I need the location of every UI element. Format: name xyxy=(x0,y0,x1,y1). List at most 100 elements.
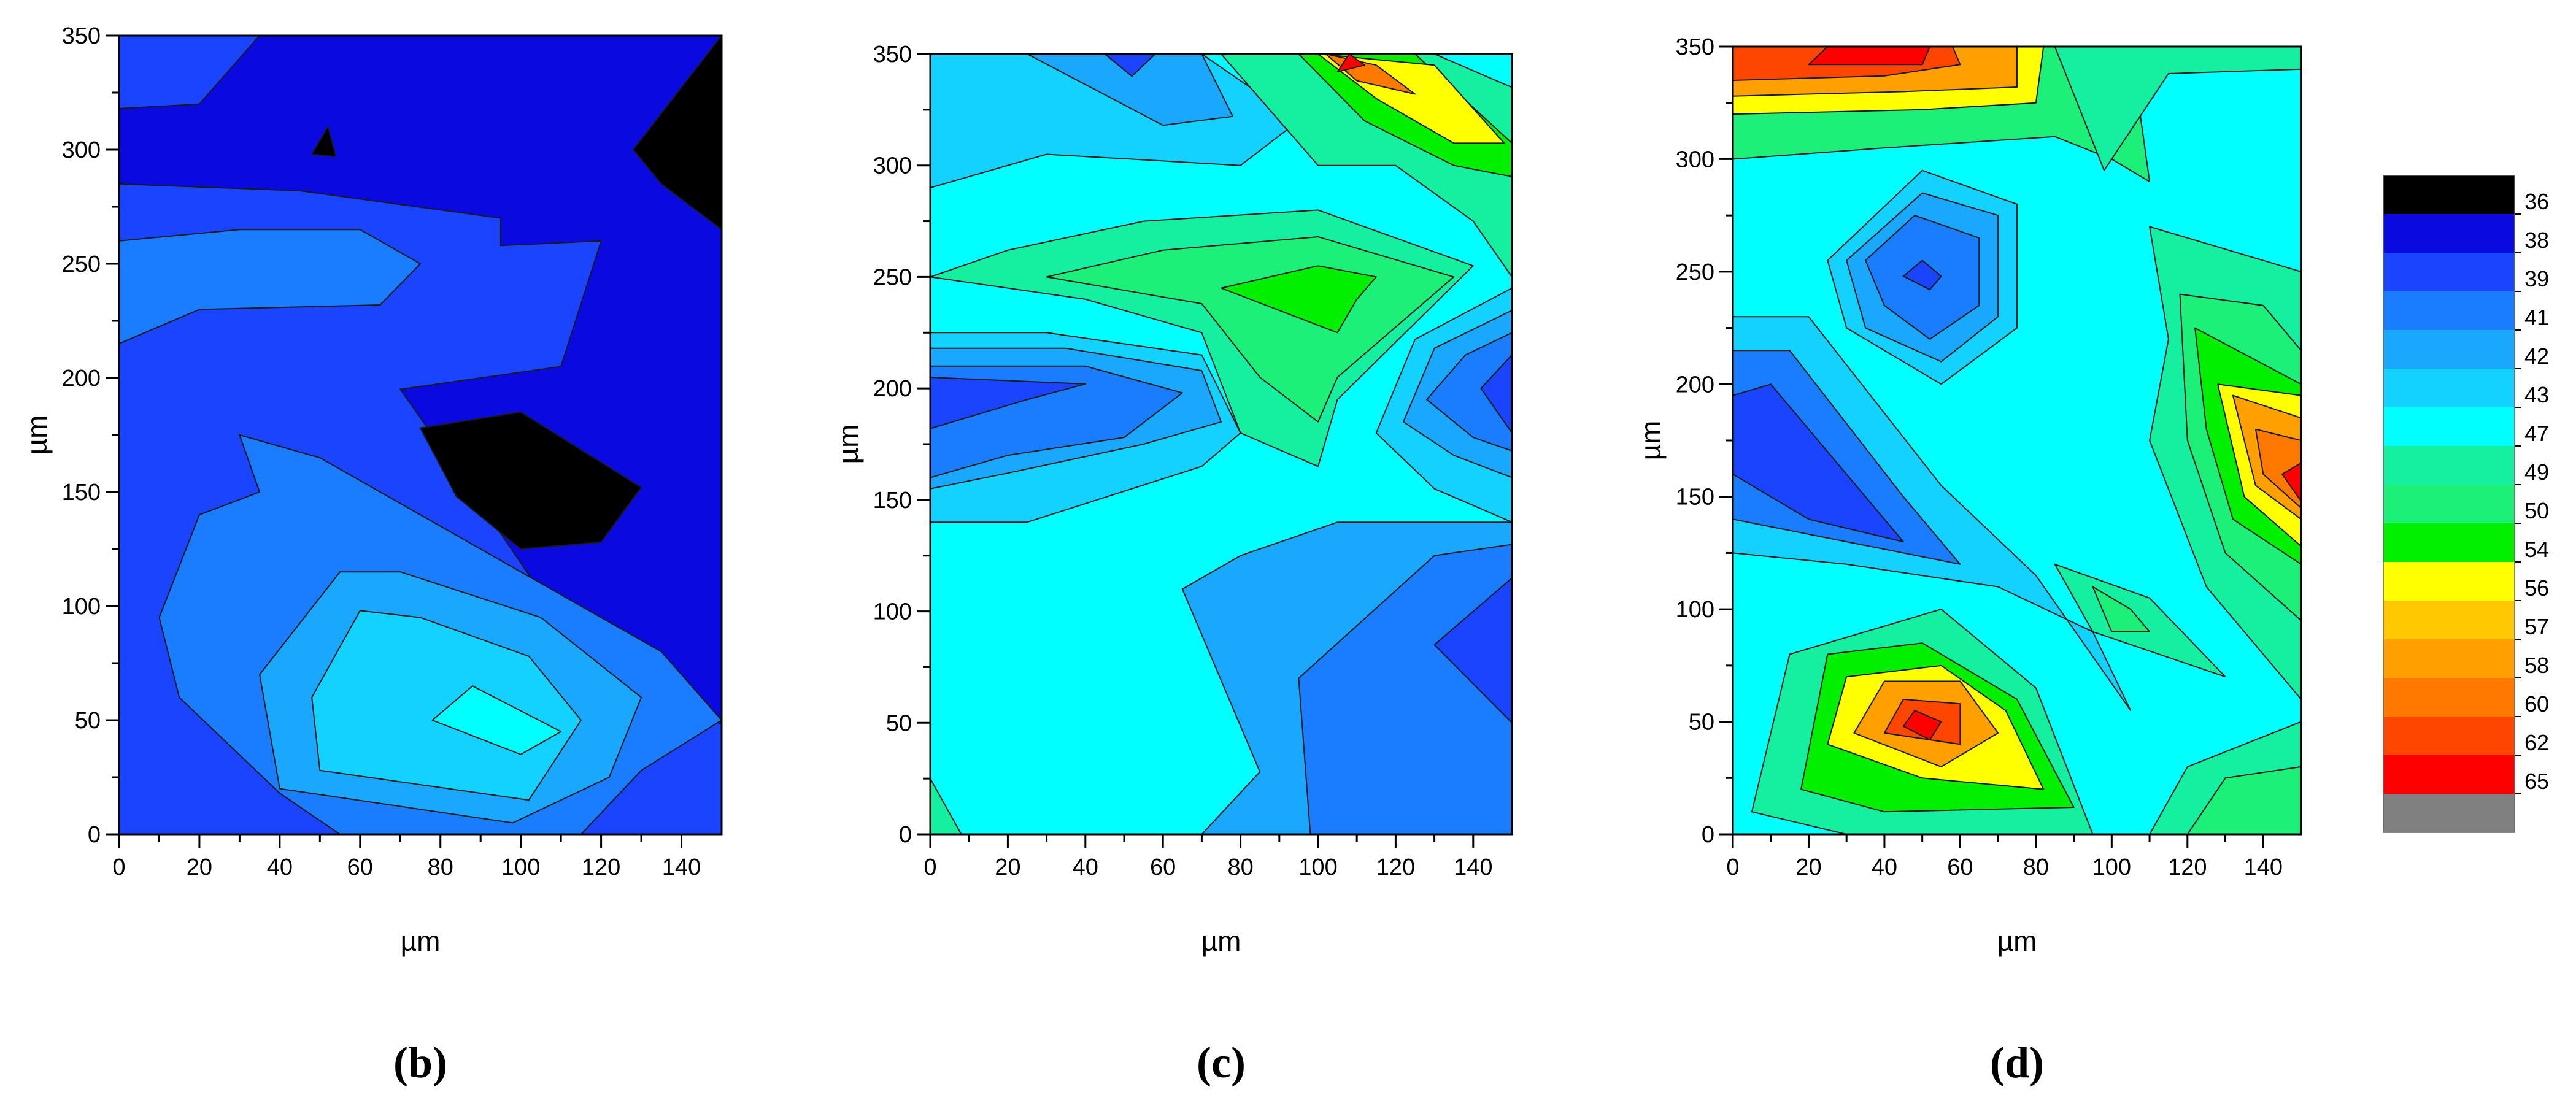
y-tick-label: 250 xyxy=(873,264,912,290)
contour-region xyxy=(1104,54,1156,77)
x-axis-label: µm xyxy=(1997,925,2037,957)
y-axis-label: µm xyxy=(21,415,53,455)
plot-area xyxy=(1733,47,2301,834)
contour-region xyxy=(2092,586,2151,632)
colorbar-label: 47 xyxy=(2524,421,2549,446)
y-tick-label: 0 xyxy=(899,822,912,848)
y-tick-label: 250 xyxy=(1676,259,1714,285)
colorbar-swatch xyxy=(2383,639,2515,678)
y-tick-label: 50 xyxy=(75,708,101,734)
contour-region xyxy=(1221,265,1377,334)
y-tick-label: 50 xyxy=(1689,710,1714,736)
y-tick-label: 100 xyxy=(62,594,101,620)
y-tick-label: 350 xyxy=(1676,34,1714,60)
y-tick-label: 350 xyxy=(873,42,912,67)
y-tick-label: 200 xyxy=(1676,372,1714,398)
y-tick-label: 200 xyxy=(873,376,912,402)
x-tick-label: 140 xyxy=(2244,855,2283,880)
colorbar-label: 39 xyxy=(2524,266,2549,291)
x-tick-label: 140 xyxy=(1454,855,1492,880)
colorbar-label: 43 xyxy=(2524,382,2549,407)
contour-region xyxy=(311,126,337,158)
x-tick-label: 40 xyxy=(267,855,293,880)
plot-area xyxy=(119,36,722,834)
x-tick-label: 40 xyxy=(1872,855,1897,880)
x-tick-label: 120 xyxy=(2168,855,2207,880)
contour-region xyxy=(1733,350,1961,565)
contour-panel-d: 0 20 40 60 80 100 120 140 0 50 100 150 200 250 300 350 µ… xyxy=(1635,34,2302,1087)
x-tick-label: 120 xyxy=(1376,855,1415,880)
colorbar-swatch xyxy=(2383,755,2515,794)
colorbar-label: 49 xyxy=(2524,459,2549,485)
x-axis-label: µm xyxy=(1201,925,1241,957)
y-tick-label: 300 xyxy=(873,153,912,179)
colorbar-label: 56 xyxy=(2524,575,2549,601)
contour-region xyxy=(420,411,642,550)
x-tick-label: 40 xyxy=(1073,855,1098,880)
y-tick-label: 150 xyxy=(62,480,101,505)
colorbar-swatch xyxy=(2383,678,2515,717)
contour-region xyxy=(311,610,582,801)
y-tick-label: 150 xyxy=(873,488,912,513)
colorbar-swatch xyxy=(2383,485,2515,523)
y-tick-label: 100 xyxy=(1676,597,1714,623)
x-tick-label: 80 xyxy=(1227,855,1253,880)
contour-region xyxy=(930,377,1086,429)
contour-region xyxy=(1902,710,1942,740)
colorbar-swatch xyxy=(2383,291,2515,330)
x-tick-label: 0 xyxy=(924,855,936,880)
colorbar-label: 54 xyxy=(2524,537,2549,562)
colorbar-swatch xyxy=(2383,369,2515,407)
contour-region xyxy=(1298,544,1512,834)
x-tick-label: 0 xyxy=(1726,855,1739,880)
colorbar-swatch xyxy=(2383,253,2515,291)
x-tick-label: 20 xyxy=(1795,855,1821,880)
colorbar-label: 50 xyxy=(2524,498,2549,523)
colorbar-label: 60 xyxy=(2524,691,2549,717)
contour-region xyxy=(1733,383,1904,543)
contour-region xyxy=(1480,354,1512,434)
x-tick-label: 20 xyxy=(187,855,212,880)
colorbar-swatch xyxy=(2383,407,2515,446)
colorbar-label: 36 xyxy=(2524,189,2549,214)
contour-region xyxy=(2254,428,2301,509)
x-tick-label: 100 xyxy=(1298,855,1337,880)
contour-region xyxy=(1027,54,1233,126)
colorbar-label: 58 xyxy=(2524,653,2549,678)
y-tick-label: 0 xyxy=(88,822,101,848)
contour-region xyxy=(930,778,962,834)
x-tick-label: 140 xyxy=(662,855,701,880)
colorbar-label: 57 xyxy=(2524,614,2549,639)
y-axis-label: µm xyxy=(1635,421,1667,461)
colorbar-label: 41 xyxy=(2524,305,2549,330)
colorbar-swatch xyxy=(2383,717,2515,755)
colorbar-label: 42 xyxy=(2524,344,2549,369)
contour-region xyxy=(1336,54,1365,73)
colorbar-swatch xyxy=(2383,330,2515,369)
colorbar-swatch xyxy=(2383,446,2515,485)
y-tick-label: 250 xyxy=(62,252,101,277)
colorbar-swatch xyxy=(2383,601,2515,639)
x-tick-label: 0 xyxy=(112,855,125,880)
contour-panel-b: 0 20 40 60 80 100 120 140 0 50 100 150 200 250 300 350 µ… xyxy=(21,23,723,1087)
x-tick-label: 20 xyxy=(995,855,1020,880)
x-tick-label: 80 xyxy=(428,855,453,880)
colorbar-label: 62 xyxy=(2524,730,2549,755)
colorbar-label: 38 xyxy=(2524,228,2549,253)
x-tick-label: 100 xyxy=(501,855,540,880)
colorbar-swatch xyxy=(2383,175,2515,214)
contour-region xyxy=(2281,462,2301,502)
y-tick-label: 100 xyxy=(873,599,912,625)
contour-panel-c: 0 20 40 60 80 100 120 140 0 50 100 150 200 250 300 350 µ… xyxy=(832,42,1513,1087)
contour-region xyxy=(119,229,421,345)
contour-region xyxy=(1808,47,1930,66)
y-tick-label: 300 xyxy=(62,137,101,163)
y-tick-label: 0 xyxy=(1702,822,1714,848)
y-tick-label: 50 xyxy=(886,710,912,736)
colorbar-swatch xyxy=(2383,562,2515,601)
colorbar-legend: 36 38 39 41 42 43 47 49 50 54 56 57 58 60 62 65 xyxy=(2383,175,2549,833)
x-tick-label: 120 xyxy=(582,855,620,880)
y-tick-label: 150 xyxy=(1676,485,1714,510)
contour-region xyxy=(1902,259,1942,291)
